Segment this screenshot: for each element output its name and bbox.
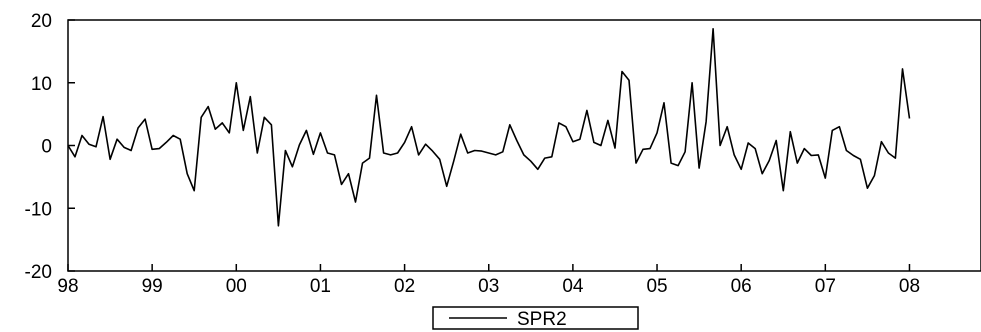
y-tick-label: -20	[25, 262, 52, 283]
x-tick-label: 04	[562, 276, 584, 297]
x-tick-label: 03	[478, 276, 499, 297]
x-tick-label: 99	[142, 276, 163, 297]
series-line-spr2	[67, 27, 911, 227]
legend-box	[432, 306, 639, 330]
y-tick-label: 20	[31, 11, 52, 32]
legend: SPR2	[432, 306, 639, 330]
x-tick-label: 01	[310, 276, 331, 297]
x-tick-label: 08	[899, 276, 920, 297]
x-tick-label: 06	[731, 276, 752, 297]
y-tick-label: 0	[41, 137, 52, 158]
x-tick-label: 05	[646, 276, 667, 297]
plot-frame	[67, 19, 981, 272]
x-tick-label: 07	[815, 276, 836, 297]
x-tick-label: 02	[394, 276, 415, 297]
legend-label: SPR2	[517, 309, 567, 330]
x-tick-label: 98	[57, 276, 78, 297]
y-axis: -20 -10 0 10 20	[25, 11, 75, 283]
y-tick-label: 10	[31, 74, 52, 95]
x-tick-label: 00	[226, 276, 247, 297]
x-axis: 98 99 00 01 02 03 04 05 06 07 08	[57, 264, 920, 297]
y-tick-label: -10	[25, 199, 52, 220]
